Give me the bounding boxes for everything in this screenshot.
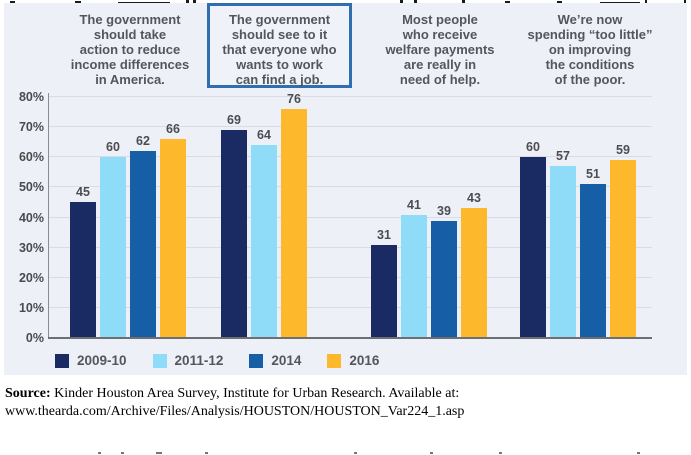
y-axis: 0% 10% 20% 30% 40% 50% 60% 70% 80%: [2, 90, 44, 345]
gridline-70: [48, 126, 652, 128]
legend-item-2009-10: 2009-10: [55, 353, 127, 368]
bar-value-label: 31: [377, 227, 391, 242]
bar-value-label: 59: [616, 143, 630, 158]
bar-group-3: 31 41 39 43: [371, 191, 487, 338]
bar-2016: 66: [160, 122, 186, 338]
bar-2009-10: 45: [70, 185, 96, 338]
bar-2014: 51: [580, 167, 606, 338]
legend-swatch-icon: [249, 353, 264, 368]
y-tick-50: 50%: [18, 180, 44, 195]
legend-label: 2011-12: [174, 353, 224, 368]
bar-value-label: 66: [166, 122, 180, 137]
legend-item-2016: 2016: [327, 353, 379, 368]
bar-value-label: 41: [407, 197, 421, 212]
source-label: Source:: [5, 386, 51, 401]
source-url: www.thearda.com/Archive/Files/Analysis/H…: [5, 404, 465, 419]
bar-value-label: 39: [437, 203, 451, 218]
bar-value-label: 57: [556, 149, 570, 164]
y-tick-60: 60%: [18, 150, 44, 165]
legend-swatch-icon: [327, 353, 342, 368]
bar-value-label: 51: [586, 167, 600, 182]
bar-2011-12: 64: [251, 128, 277, 338]
bar-value-label: 64: [257, 128, 271, 143]
bar-2014: 39: [431, 204, 457, 338]
gridline-60: [48, 156, 652, 158]
legend-label: 2009-10: [77, 353, 127, 368]
bar-2011-12: 41: [401, 198, 427, 338]
legend-item-2014: 2014: [249, 353, 301, 368]
bar-value-label: 60: [526, 140, 540, 155]
bar-group-2: 69 64 76: [221, 92, 307, 338]
legend-label: 2016: [349, 353, 380, 368]
bar-value-label: 76: [287, 92, 301, 107]
bar-value-label: 69: [227, 113, 241, 128]
bar-2016: 76: [281, 92, 307, 338]
question-header-4: We’re now spending “too little” on impro…: [527, 12, 653, 87]
x-axis-baseline: [48, 337, 652, 339]
y-axis-line: [48, 93, 49, 338]
bar-value-label: 62: [136, 134, 150, 149]
gridline-80: [48, 96, 652, 97]
bar-value-label: 45: [76, 185, 90, 200]
question-header-1: The government should take action to red…: [70, 12, 190, 87]
question-header-2-highlighted: The government should see to it that eve…: [207, 3, 352, 88]
source-text: Kinder Houston Area Survey, Institute fo…: [50, 386, 460, 401]
bar-2014: 62: [130, 134, 156, 338]
legend-label: 2014: [271, 353, 302, 368]
y-tick-30: 30%: [18, 240, 44, 255]
bar-2016: 59: [610, 143, 636, 338]
bar-value-label: 60: [106, 140, 120, 155]
legend-swatch-icon: [152, 353, 167, 368]
gridline-50: [48, 186, 652, 188]
bar-2009-10: 31: [371, 228, 397, 338]
bar-group-4: 60 57 51 59: [520, 140, 636, 338]
y-tick-10: 10%: [18, 300, 44, 315]
y-tick-20: 20%: [18, 270, 44, 285]
gridline-10: [48, 306, 652, 308]
y-tick-0: 0%: [25, 331, 44, 345]
legend-swatch-icon: [55, 353, 69, 368]
gridline-40: [48, 216, 652, 218]
source-citation: Source: Kinder Houston Area Survey, Inst…: [5, 385, 675, 421]
bar-2011-12: 57: [550, 149, 576, 338]
legend: 2009-10 2011-12 2014 2016: [55, 353, 379, 368]
legend-item-2011-12: 2011-12: [152, 353, 224, 368]
gridline-30: [48, 246, 652, 248]
plot-area: 45 60 62 66 69 64 76 31 41 39 43 60 57 51 59: [48, 92, 652, 339]
y-tick-70: 70%: [18, 120, 44, 135]
gridline-20: [48, 276, 652, 278]
bar-2016: 43: [461, 191, 487, 338]
question-header-3: Most people who receive welfare payments…: [385, 12, 495, 87]
bar-2009-10: 60: [520, 140, 546, 338]
bar-2011-12: 60: [100, 140, 126, 338]
y-tick-40: 40%: [18, 210, 44, 225]
bar-value-label: 43: [467, 191, 481, 206]
bar-group-1: 45 60 62 66: [70, 122, 186, 338]
y-tick-80: 80%: [18, 90, 44, 104]
bar-2009-10: 69: [221, 113, 247, 338]
